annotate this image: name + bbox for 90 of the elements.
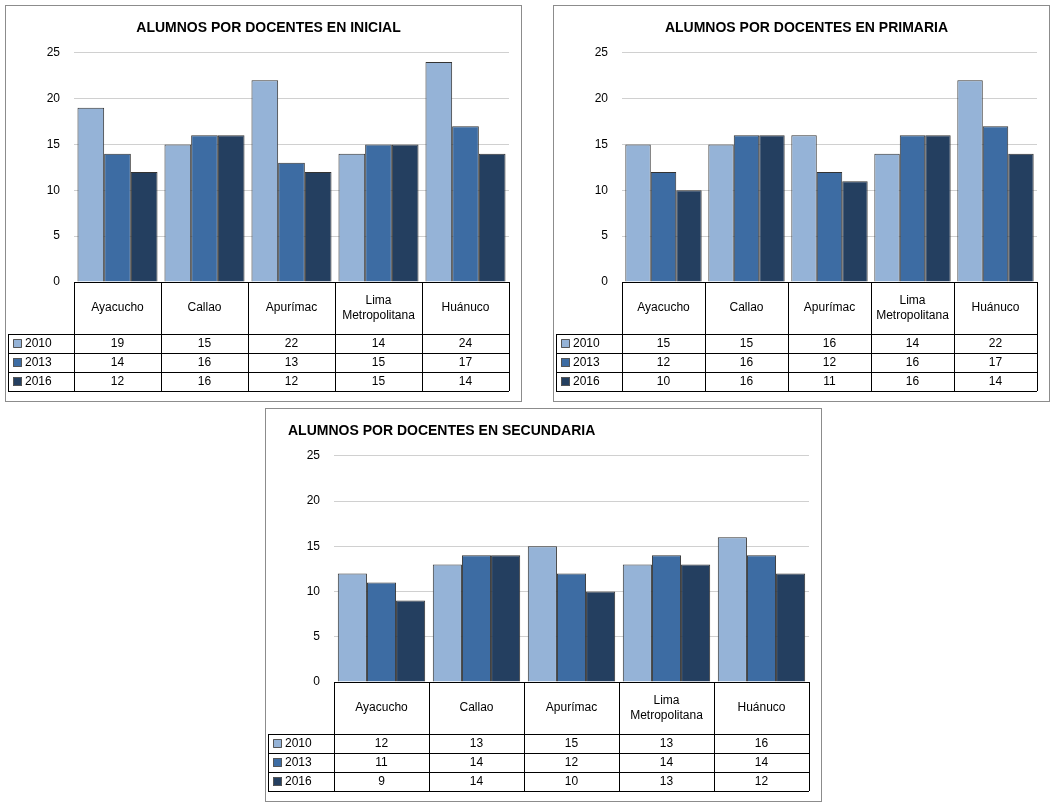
x-tick-label: Huánuco	[971, 300, 1020, 315]
x-tick-label: Lima Metropolitana	[342, 292, 416, 322]
data-label: 16	[739, 354, 754, 369]
y-tick-label: 10	[46, 182, 61, 197]
data-label: 10	[656, 373, 671, 388]
data-label: 14	[110, 354, 125, 369]
y-tick-label: 20	[306, 493, 321, 508]
legend-label: 2010	[25, 335, 53, 350]
data-label: 12	[374, 735, 389, 750]
data-label: 15	[197, 335, 212, 350]
data-label: 16	[197, 373, 212, 388]
data-label: 11	[375, 754, 389, 769]
data-label: 12	[822, 354, 837, 369]
y-tick-label: 20	[594, 90, 609, 105]
chart-title: ALUMNOS POR DOCENTES EN INICIAL	[136, 19, 402, 36]
data-label: 16	[197, 354, 212, 369]
chart-title: ALUMNOS POR DOCENTES EN SECUNDARIA	[288, 422, 596, 439]
data-label: 12	[564, 754, 579, 769]
data-label: 13	[284, 354, 299, 369]
data-label: 16	[822, 335, 837, 350]
legend-label: 2016	[25, 373, 53, 388]
legend-label: 2013	[285, 754, 313, 769]
data-label: 16	[754, 735, 769, 750]
data-label: 14	[458, 373, 473, 388]
data-label: 14	[905, 335, 920, 350]
y-tick-label: 0	[53, 274, 61, 289]
data-label: 15	[371, 354, 386, 369]
x-tick-label: Huánuco	[441, 300, 490, 315]
x-tick-label: Lima Metropolitana	[876, 292, 950, 322]
data-label: 15	[564, 735, 579, 750]
x-tick-label: Callao	[459, 700, 494, 715]
x-tick-label: Apurímac	[265, 300, 318, 315]
y-tick-label: 5	[313, 629, 321, 644]
y-tick-label: 20	[46, 90, 61, 105]
x-tick-label: Callao	[187, 300, 222, 315]
chart-title: ALUMNOS POR DOCENTES EN PRIMARIA	[664, 19, 949, 36]
x-tick-label: Apurímac	[803, 300, 856, 315]
data-label: 15	[739, 335, 754, 350]
y-tick-label: 0	[313, 674, 321, 689]
data-label: 15	[656, 335, 671, 350]
data-label: 24	[458, 335, 473, 350]
data-label: 16	[905, 354, 920, 369]
data-label: 14	[754, 754, 769, 769]
legend-label: 2016	[285, 773, 313, 788]
y-tick-label: 5	[53, 228, 61, 243]
x-tick-label: Lima Metropolitana	[630, 692, 704, 722]
data-label: 9	[378, 773, 386, 788]
data-label: 13	[469, 735, 484, 750]
y-tick-label: 25	[594, 45, 609, 60]
data-label: 11	[823, 373, 837, 388]
y-tick-label: 15	[46, 136, 61, 151]
data-label: 12	[656, 354, 671, 369]
legend-label: 2013	[573, 354, 601, 369]
data-label: 22	[988, 335, 1003, 350]
data-label: 14	[371, 335, 386, 350]
x-tick-label: Ayacucho	[637, 300, 691, 315]
legend-label: 2010	[285, 735, 313, 750]
x-tick-label: Huánuco	[737, 700, 786, 715]
y-tick-label: 15	[594, 136, 609, 151]
y-tick-label: 25	[306, 448, 321, 463]
y-tick-label: 25	[46, 45, 61, 60]
y-tick-label: 0	[601, 274, 609, 289]
legend-label: 2010	[573, 335, 601, 350]
data-label: 16	[739, 373, 754, 388]
x-tick-label: Ayacucho	[355, 700, 409, 715]
data-label: 12	[284, 373, 299, 388]
data-label: 14	[659, 754, 674, 769]
data-label: 13	[659, 735, 674, 750]
data-label: 16	[905, 373, 920, 388]
x-tick-label: Ayacucho	[91, 300, 145, 315]
y-tick-label: 5	[601, 228, 609, 243]
legend-label: 2013	[25, 354, 53, 369]
data-label: 19	[110, 335, 125, 350]
data-label: 22	[284, 335, 299, 350]
data-label: 17	[988, 354, 1003, 369]
data-label: 14	[469, 773, 484, 788]
y-tick-label: 10	[306, 583, 321, 598]
x-tick-label: Callao	[729, 300, 764, 315]
data-label: 12	[754, 773, 769, 788]
data-label: 17	[458, 354, 473, 369]
y-tick-label: 15	[306, 538, 321, 553]
data-label: 14	[469, 754, 484, 769]
y-tick-label: 10	[594, 182, 609, 197]
data-label: 10	[564, 773, 579, 788]
data-label: 15	[371, 373, 386, 388]
data-label: 14	[988, 373, 1003, 388]
x-tick-label: Apurímac	[545, 700, 598, 715]
data-label: 13	[659, 773, 674, 788]
legend-label: 2016	[573, 373, 601, 388]
data-label: 12	[110, 373, 125, 388]
